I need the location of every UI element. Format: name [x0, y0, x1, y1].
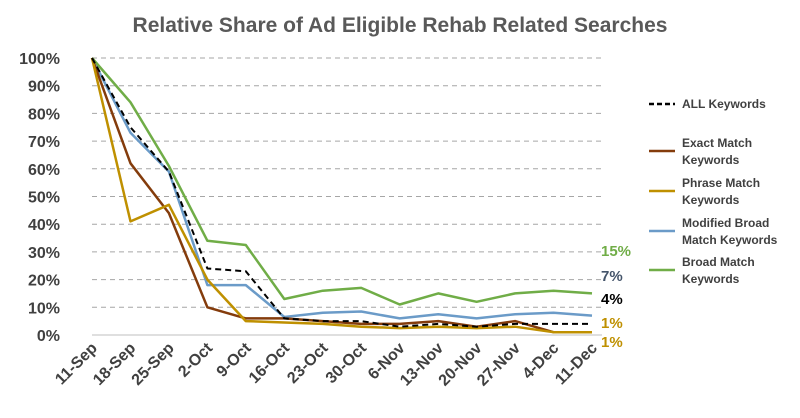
y-tick-label: 10%	[28, 300, 60, 317]
legend-label-broad-match-keywords: Keywords	[682, 272, 740, 286]
y-tick-label: 0%	[37, 328, 60, 345]
legend-label-phrase-match-keywords: Keywords	[682, 193, 740, 207]
x-axis-ticks: 11-Sep18-Sep25-Sep2-Oct9-Oct16-Oct23-Oct…	[52, 339, 601, 389]
y-tick-label: 100%	[19, 51, 60, 68]
y-tick-label: 90%	[28, 79, 60, 96]
legend-label-broad-match-keywords: Broad Match	[682, 255, 755, 269]
y-tick-label: 70%	[28, 134, 60, 151]
y-tick-label: 80%	[28, 106, 60, 123]
series-line-all-keywords	[91, 57, 592, 328]
legend-label-exact-match-keywords: Keywords	[682, 153, 740, 167]
y-tick-label: 50%	[28, 190, 60, 207]
end-label-exact-match-keywords: 1%	[601, 334, 623, 351]
legend: ALL Keywords Exact Match Keywords Phrase Ma…	[649, 97, 778, 286]
end-label-broad-match-keywords: 15%	[601, 243, 631, 260]
x-tick-label: 16-Oct	[246, 339, 294, 387]
series-line-modified-broad-match-keywords	[90, 57, 593, 320]
series-line-broad-match-keywords	[91, 57, 593, 306]
y-tick-label: 20%	[28, 273, 60, 290]
end-label-modified-broad-match-keywords: 7%	[601, 268, 623, 285]
end-labels: 4% 1% 1% 7% 15%	[601, 243, 631, 351]
y-tick-label: 60%	[28, 162, 60, 179]
x-tick-label: 30-Oct	[323, 339, 371, 387]
x-tick-label: 27-Nov	[474, 340, 524, 390]
legend-label-phrase-match-keywords: Phrase Match	[682, 176, 760, 190]
legend-label-exact-match-keywords: Exact Match	[682, 136, 752, 150]
chart-title: Relative Share of Ad Eligible Rehab Rela…	[133, 14, 668, 37]
x-tick-label: 23-Oct	[284, 339, 332, 387]
x-tick-label: 25-Sep	[129, 340, 178, 389]
x-tick-label: 11-Dec	[552, 340, 601, 389]
y-tick-label: 30%	[28, 245, 60, 262]
series-line-exact-match-keywords	[90, 57, 592, 334]
series-lines	[90, 57, 593, 334]
series-line-phrase-match-keywords	[90, 57, 592, 334]
legend-label-modified-broad-match-keywords: Match Keywords	[682, 233, 778, 247]
end-label-all-keywords: 4%	[601, 291, 623, 308]
legend-label-modified-broad-match-keywords: Modified Broad	[682, 216, 769, 230]
y-tick-label: 40%	[28, 217, 60, 234]
end-label-phrase-match-keywords: 1%	[601, 315, 623, 332]
x-tick-label: 2-Oct	[175, 339, 216, 380]
legend-label-all-keywords: ALL Keywords	[682, 97, 766, 111]
y-axis-ticks: 0% 10% 20% 30% 40% 50% 60% 70% 80% 90% 100%	[19, 51, 60, 345]
